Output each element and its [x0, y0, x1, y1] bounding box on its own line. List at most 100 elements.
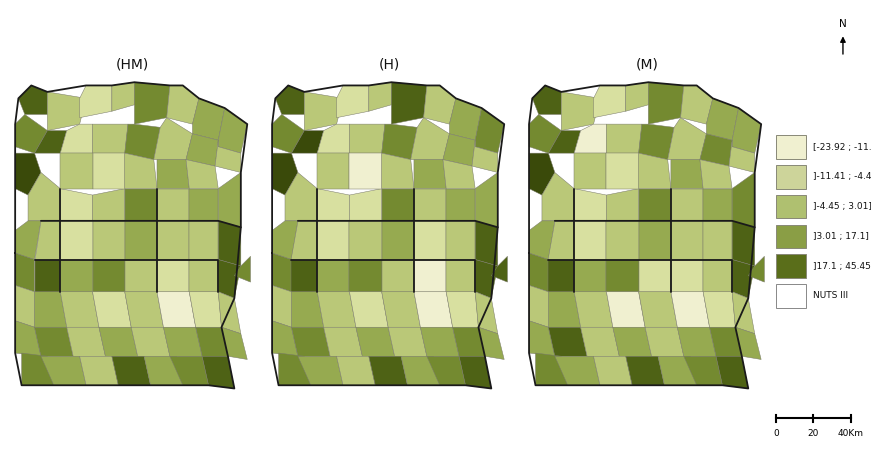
- Polygon shape: [678, 327, 716, 356]
- Polygon shape: [170, 356, 208, 385]
- Polygon shape: [529, 321, 555, 356]
- Polygon shape: [356, 327, 395, 356]
- Polygon shape: [625, 82, 648, 111]
- Polygon shape: [476, 172, 497, 227]
- Polygon shape: [638, 153, 671, 189]
- Polygon shape: [192, 98, 225, 140]
- Polygon shape: [125, 124, 160, 159]
- Polygon shape: [574, 124, 606, 153]
- Polygon shape: [336, 85, 368, 118]
- Polygon shape: [411, 118, 449, 159]
- Polygon shape: [593, 356, 632, 385]
- Bar: [776, 165, 806, 189]
- Polygon shape: [317, 260, 349, 292]
- Polygon shape: [542, 172, 574, 221]
- Polygon shape: [733, 172, 754, 227]
- Polygon shape: [324, 327, 362, 356]
- Polygon shape: [92, 124, 128, 153]
- Bar: [776, 135, 806, 159]
- Polygon shape: [272, 221, 298, 260]
- Polygon shape: [671, 189, 703, 221]
- Polygon shape: [79, 85, 111, 118]
- Polygon shape: [733, 292, 754, 334]
- Polygon shape: [35, 260, 60, 292]
- Polygon shape: [368, 356, 408, 385]
- Polygon shape: [381, 189, 414, 221]
- Polygon shape: [125, 153, 157, 189]
- Polygon shape: [700, 159, 733, 189]
- Polygon shape: [368, 82, 391, 111]
- Polygon shape: [638, 189, 671, 221]
- Polygon shape: [472, 140, 497, 172]
- Polygon shape: [733, 260, 754, 298]
- Polygon shape: [349, 260, 381, 292]
- Polygon shape: [219, 108, 247, 153]
- Polygon shape: [453, 327, 485, 356]
- Polygon shape: [92, 260, 125, 292]
- Polygon shape: [476, 221, 497, 266]
- Text: ]17.1 ; 45.45]: ]17.1 ; 45.45]: [813, 262, 871, 271]
- Text: 0: 0: [773, 429, 779, 438]
- Polygon shape: [381, 153, 414, 189]
- Polygon shape: [186, 159, 219, 189]
- Polygon shape: [671, 221, 703, 260]
- Polygon shape: [349, 153, 381, 189]
- Polygon shape: [275, 85, 304, 114]
- Polygon shape: [748, 256, 765, 282]
- Polygon shape: [15, 321, 41, 356]
- Text: 40Km: 40Km: [838, 429, 864, 438]
- Polygon shape: [125, 260, 157, 292]
- Polygon shape: [92, 292, 132, 327]
- Polygon shape: [680, 85, 712, 124]
- Polygon shape: [625, 356, 665, 385]
- Polygon shape: [703, 260, 733, 292]
- Polygon shape: [706, 98, 739, 140]
- Title: (HM): (HM): [116, 58, 150, 71]
- Polygon shape: [478, 327, 504, 360]
- Text: ]3.01 ; 17.1]: ]3.01 ; 17.1]: [813, 232, 868, 241]
- Polygon shape: [606, 153, 638, 189]
- Polygon shape: [189, 189, 219, 221]
- Polygon shape: [703, 292, 735, 327]
- Polygon shape: [272, 114, 304, 153]
- Polygon shape: [414, 292, 453, 327]
- Polygon shape: [529, 114, 561, 153]
- Polygon shape: [15, 114, 47, 153]
- Polygon shape: [381, 124, 417, 159]
- Polygon shape: [638, 124, 674, 159]
- Polygon shape: [279, 353, 311, 385]
- Polygon shape: [219, 172, 240, 227]
- Polygon shape: [189, 260, 219, 292]
- Polygon shape: [414, 260, 446, 292]
- Polygon shape: [285, 172, 317, 221]
- Polygon shape: [219, 221, 240, 266]
- Polygon shape: [317, 221, 349, 260]
- Polygon shape: [157, 260, 189, 292]
- Polygon shape: [549, 260, 574, 292]
- Polygon shape: [111, 356, 151, 385]
- Polygon shape: [196, 327, 228, 356]
- Polygon shape: [47, 92, 86, 131]
- Polygon shape: [638, 260, 671, 292]
- Polygon shape: [421, 327, 459, 356]
- Polygon shape: [292, 260, 317, 292]
- Polygon shape: [574, 292, 613, 327]
- Polygon shape: [638, 292, 678, 327]
- Polygon shape: [529, 221, 555, 260]
- Polygon shape: [581, 327, 619, 356]
- Polygon shape: [606, 124, 642, 153]
- Polygon shape: [125, 221, 157, 260]
- Polygon shape: [638, 221, 671, 260]
- Polygon shape: [189, 292, 221, 327]
- Polygon shape: [15, 253, 35, 292]
- Polygon shape: [35, 327, 73, 356]
- Bar: [776, 195, 806, 218]
- Polygon shape: [28, 172, 60, 221]
- Polygon shape: [671, 292, 710, 327]
- Polygon shape: [292, 131, 324, 153]
- Polygon shape: [555, 356, 600, 385]
- Polygon shape: [684, 356, 722, 385]
- Polygon shape: [671, 159, 703, 189]
- Polygon shape: [292, 327, 330, 356]
- Polygon shape: [606, 221, 638, 260]
